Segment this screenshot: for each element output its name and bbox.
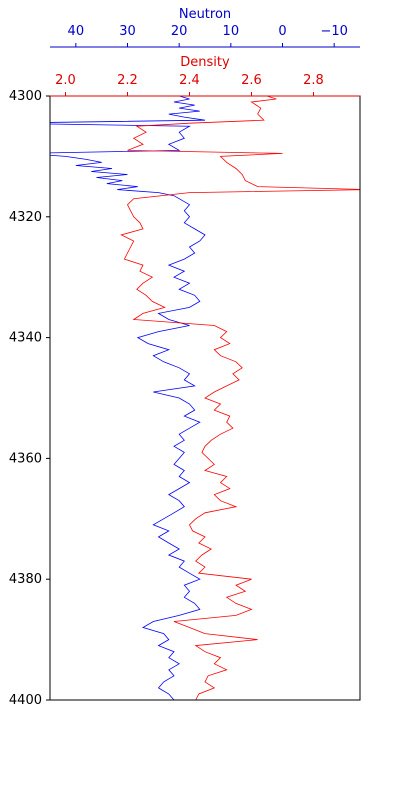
- depth-tick-label: 4300: [9, 89, 42, 104]
- neutron-tick-label: 30: [119, 24, 136, 39]
- density-tick-label: 2.8: [303, 73, 324, 88]
- neutron-tick-label: −10: [320, 24, 347, 39]
- neutron-tick-label: 20: [171, 24, 188, 39]
- density-axis-label: Density: [180, 55, 230, 70]
- neutron-axis-label: Neutron: [179, 7, 231, 22]
- depth-tick-label: 4340: [9, 331, 42, 346]
- neutron-tick-label: 10: [223, 24, 240, 39]
- depth-tick-label: 4320: [9, 210, 42, 225]
- density-tick-label: 2.6: [241, 73, 262, 88]
- density-tick-label: 2.2: [117, 73, 138, 88]
- neutron-tick-label: 0: [278, 24, 286, 39]
- series-density-line: [120, 96, 360, 700]
- depth-axis: 4300 4320 4340 4360 4380 4400: [9, 89, 50, 708]
- density-axis: 2.0 2.2 2.4 2.6 2.8 Density: [50, 55, 360, 97]
- lines-layer: [50, 96, 360, 700]
- neutron-tick-label: 40: [68, 24, 85, 39]
- density-tick-label: 2.4: [179, 73, 200, 88]
- neutron-axis: 40 30 20 10 0 −10 Neutron: [50, 7, 360, 48]
- depth-tick-label: 4380: [9, 572, 42, 587]
- depth-tick-label: 4400: [9, 693, 42, 708]
- series-neutron-line: [50, 96, 206, 700]
- density-tick-label: 2.0: [55, 73, 76, 88]
- depth-tick-label: 4360: [9, 451, 42, 466]
